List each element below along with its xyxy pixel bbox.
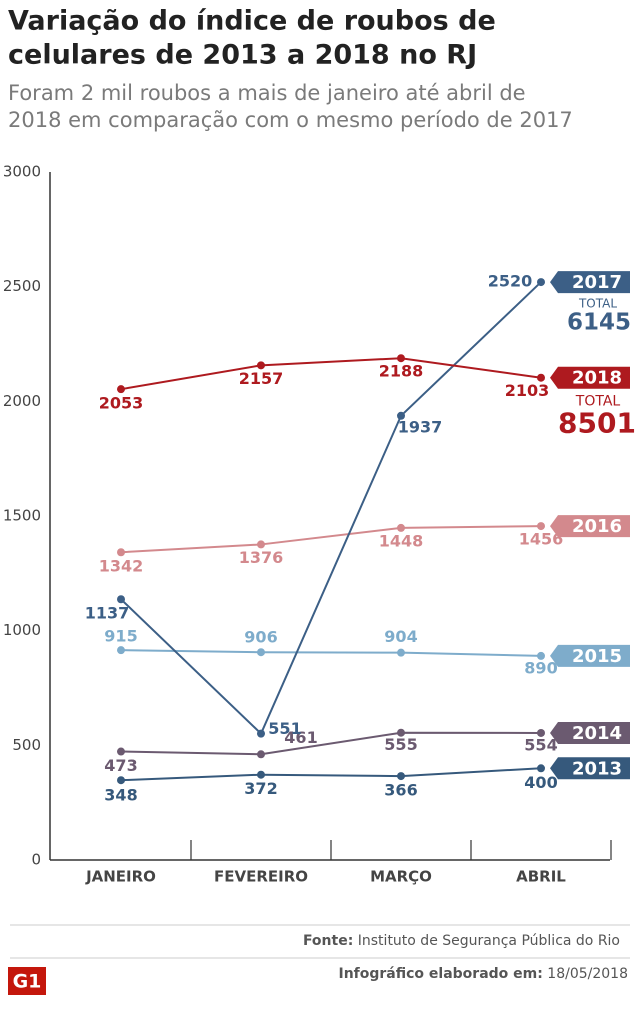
x-tick-label: FEVEREIRO [214,868,308,886]
series-line [120,731,542,756]
data-label: 1448 [379,531,424,550]
logo: G1 [13,971,42,993]
data-label: 400 [524,773,557,792]
x-tick-label: ABRIL [516,868,566,886]
data-point [117,776,125,785]
data-point [397,523,405,532]
series-line [120,767,542,782]
data-point [117,595,125,604]
legend-label: 2016 [572,516,622,537]
data-label: 555 [384,735,417,754]
data-point [537,373,545,382]
legend-label: 2017 [572,272,622,293]
legend-badge [550,757,630,780]
data-label: 1937 [398,417,443,436]
data-point [257,361,265,370]
y-tick-label: 1500 [3,507,41,525]
legend-label: 2014 [572,723,622,744]
legend-label: 2015 [572,646,622,667]
series-line [120,281,542,736]
y-tick-label: 2500 [3,277,41,295]
data-point [257,750,265,759]
data-point [397,411,405,420]
data-label: 2188 [379,362,424,381]
source: Fonte: Instituto de Segurança Pública do… [303,933,620,949]
date-text: 18/05/2018 [547,966,628,982]
y-tick-label: 2000 [3,392,41,410]
data-label: 2520 [488,272,533,291]
series-line [120,525,542,554]
data-point [257,729,265,738]
subtitle-line: Foram 2 mil roubos a mais de janeiro até… [8,81,526,105]
date: Infográfico elaborado em: 18/05/2018 [338,966,628,982]
x-tick-label: MARÇO [370,868,432,886]
data-point [537,522,545,531]
total-value: 6145 [567,310,631,336]
data-point [537,764,545,773]
data-label: 2053 [99,394,144,413]
data-label: 372 [244,779,277,798]
subtitle-line: 2018 em comparação com o mesmo período d… [8,108,573,132]
data-point [397,728,405,737]
data-label: 915 [104,627,137,646]
data-label: 473 [104,756,137,775]
data-point [257,770,265,779]
y-tick-label: 1000 [3,621,41,639]
logo-box [8,967,46,995]
data-point [537,728,545,737]
legend-badge [550,644,630,667]
series-line [120,649,542,657]
source-text: Instituto de Segurança Pública do Rio [358,933,620,949]
data-label: 366 [384,781,417,800]
y-tick-label: 0 [31,851,41,869]
title-line: celulares de 2013 a 2018 no RJ [8,40,477,71]
data-point [117,747,125,756]
legend-badge [550,721,630,744]
data-label: 1456 [519,530,564,549]
data-point [117,548,125,557]
y-tick-label: 3000 [3,163,41,181]
data-point [117,385,125,394]
source-label: Fonte: [303,933,353,949]
data-point [257,540,265,549]
data-label: 906 [244,628,277,647]
data-label: 551 [268,719,301,738]
title-line: Variação do índice de roubos de [8,6,496,37]
data-label: 2157 [239,369,284,388]
data-point [397,354,405,363]
data-label: 904 [384,627,417,646]
data-point [537,278,545,287]
data-label: 1376 [239,548,284,567]
total-label: TOTAL [578,297,617,311]
data-label: 890 [524,658,557,677]
data-point [257,648,265,657]
x-tick-label: JANEIRO [85,868,156,886]
data-point [117,646,125,655]
legend-badge [550,271,630,294]
total-value: 8501 [558,407,636,440]
total-label: TOTAL [575,394,621,410]
date-label: Infográfico elaborado em: [338,966,542,982]
data-label: 554 [524,735,557,754]
y-tick-label: 500 [12,736,41,754]
legend-label: 2013 [572,758,622,779]
data-label: 1342 [99,557,144,576]
legend-badge [550,366,630,389]
data-point [537,651,545,660]
data-label: 348 [104,786,137,805]
legend-badge [550,515,630,538]
data-label: 2103 [505,381,550,400]
legend-label: 2018 [572,368,622,389]
series-line [120,357,542,391]
data-label: 1137 [85,604,130,623]
data-label: 461 [284,728,317,747]
data-point [397,648,405,657]
data-point [397,772,405,781]
